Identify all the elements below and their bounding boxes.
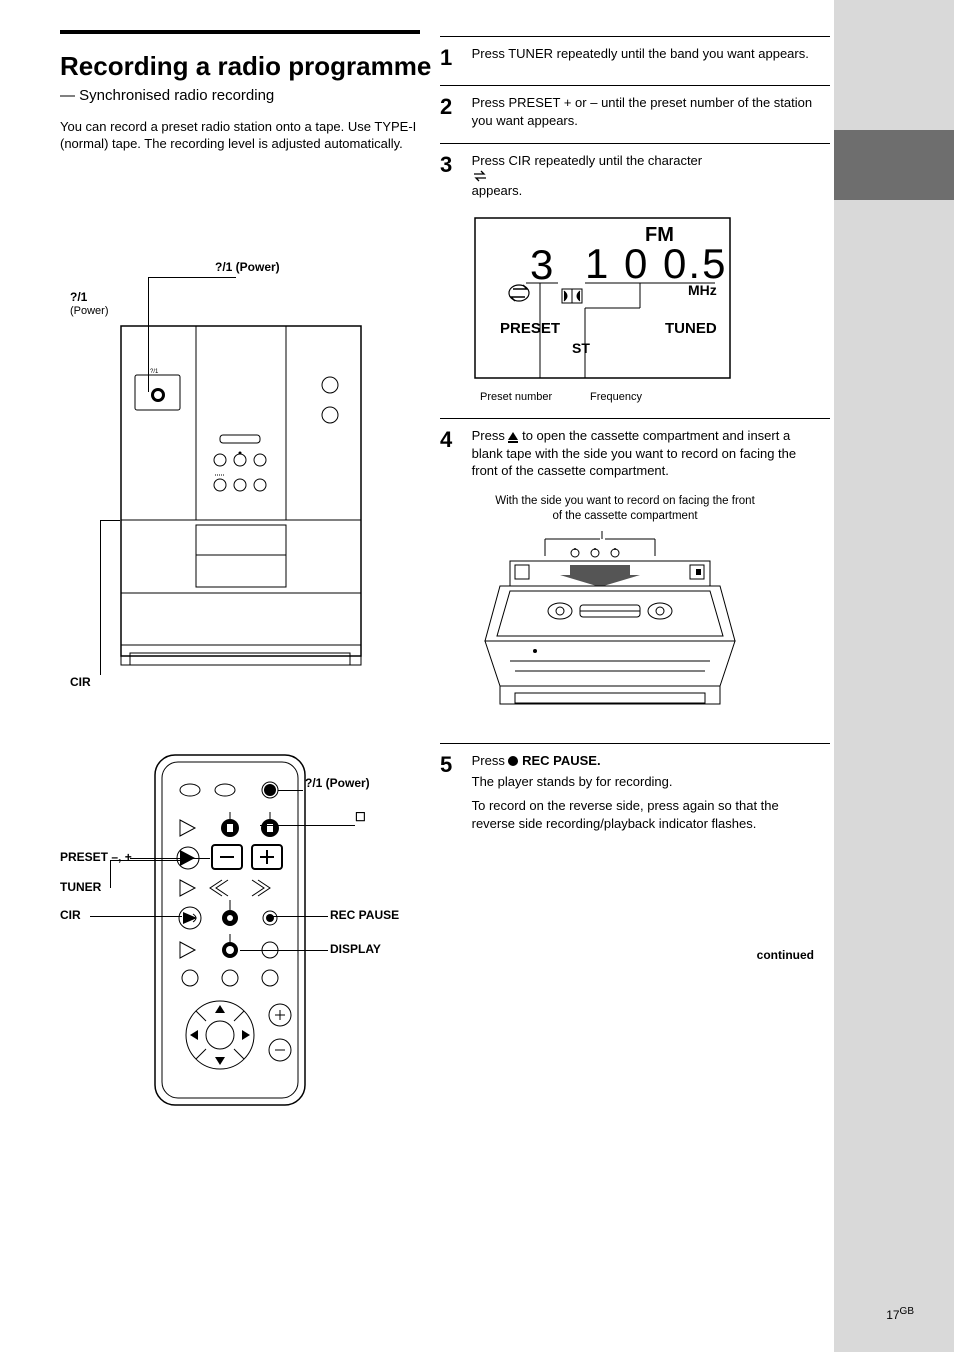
callout-line bbox=[100, 520, 101, 675]
lcd-figure: FM 1 0 0.5 MHz 3 PRESET TUNED ST bbox=[470, 213, 760, 388]
step-3: 3 Press CIR repeatedly until the charact… bbox=[440, 152, 830, 199]
remote-preset-label: PRESET –, + bbox=[60, 850, 132, 864]
deck-figure: With the side you want to record on faci… bbox=[480, 494, 770, 731]
step-num: 2 bbox=[440, 94, 468, 120]
step-text: Press REC PAUSE. The player stands by fo… bbox=[472, 752, 822, 832]
step-num: 1 bbox=[440, 45, 468, 71]
lcd-svg: FM 1 0 0.5 MHz 3 PRESET TUNED ST bbox=[470, 213, 760, 388]
player-svg: ?/1 bbox=[120, 325, 400, 685]
step-2: 2 Press PRESET + or – until the preset n… bbox=[440, 94, 830, 129]
remote-svg bbox=[150, 750, 340, 1120]
deck-caption: With the side you want to record on faci… bbox=[480, 494, 770, 525]
svg-text:TUNED: TUNED bbox=[665, 320, 717, 337]
deck-svg bbox=[480, 531, 740, 731]
callout-line bbox=[100, 520, 120, 521]
callout-line bbox=[148, 277, 236, 278]
continued-label: continued bbox=[757, 948, 814, 962]
remote-stop-label: ☐ bbox=[355, 810, 366, 824]
lcd-callout-right: Frequency bbox=[590, 391, 642, 403]
page-number: 17GB bbox=[886, 1306, 914, 1322]
svg-text:ST: ST bbox=[572, 340, 590, 356]
intro-text: You can record a preset radio station on… bbox=[60, 118, 420, 153]
eject-icon bbox=[508, 432, 518, 440]
sidebar-tab bbox=[834, 130, 954, 200]
step-1: 1 Press TUNER repeatedly until the band … bbox=[440, 45, 830, 71]
remote-cir-label: CIR bbox=[60, 908, 81, 922]
sidebar-gray bbox=[834, 0, 954, 1352]
step-text: Press PRESET + or – until the preset num… bbox=[472, 94, 822, 129]
power-symbol-label-side: ?/1 bbox=[70, 290, 87, 304]
power-symbol-side: ?/1 bbox=[70, 290, 87, 304]
step-num: 5 bbox=[440, 752, 468, 778]
remote-display-label: DISPLAY bbox=[330, 942, 381, 956]
power-word-side: (Power) bbox=[70, 305, 109, 317]
cir-label: CIR bbox=[70, 675, 91, 689]
cir-icon bbox=[472, 170, 490, 182]
svg-text:?/1: ?/1 bbox=[150, 369, 159, 375]
power-symbol-top: ?/1 bbox=[215, 260, 232, 274]
step-num: 4 bbox=[440, 427, 468, 453]
step-4: 4 Press to open the cassette compartment… bbox=[440, 427, 830, 480]
remote-power-label: ?/1 (Power) bbox=[305, 776, 370, 790]
step-num: 3 bbox=[440, 152, 468, 178]
lcd-callout-left: Preset number bbox=[480, 391, 552, 403]
step-text: Press CIR repeatedly until the character… bbox=[472, 152, 822, 199]
steps-column: 1 Press TUNER repeatedly until the band … bbox=[440, 30, 830, 846]
step-text: Press to open the cassette compartment a… bbox=[472, 427, 822, 480]
svg-text:PRESET: PRESET bbox=[500, 320, 560, 337]
lcd-mhz: MHz bbox=[688, 282, 717, 298]
step-text: Press TUNER repeatedly until the band yo… bbox=[472, 45, 822, 63]
remote-tuner-label: TUNER bbox=[60, 880, 101, 894]
remote-recpause-label: REC PAUSE bbox=[330, 908, 399, 922]
title-rule bbox=[60, 30, 420, 34]
rec-dot-icon bbox=[508, 756, 518, 766]
lcd-freq: 1 0 0.5 bbox=[585, 240, 727, 287]
power-symbol-label-top: ?/1 (Power) bbox=[215, 260, 280, 274]
lcd-preset-num: 3 bbox=[530, 241, 553, 288]
step-5: 5 Press REC PAUSE. The player stands by … bbox=[440, 752, 830, 832]
